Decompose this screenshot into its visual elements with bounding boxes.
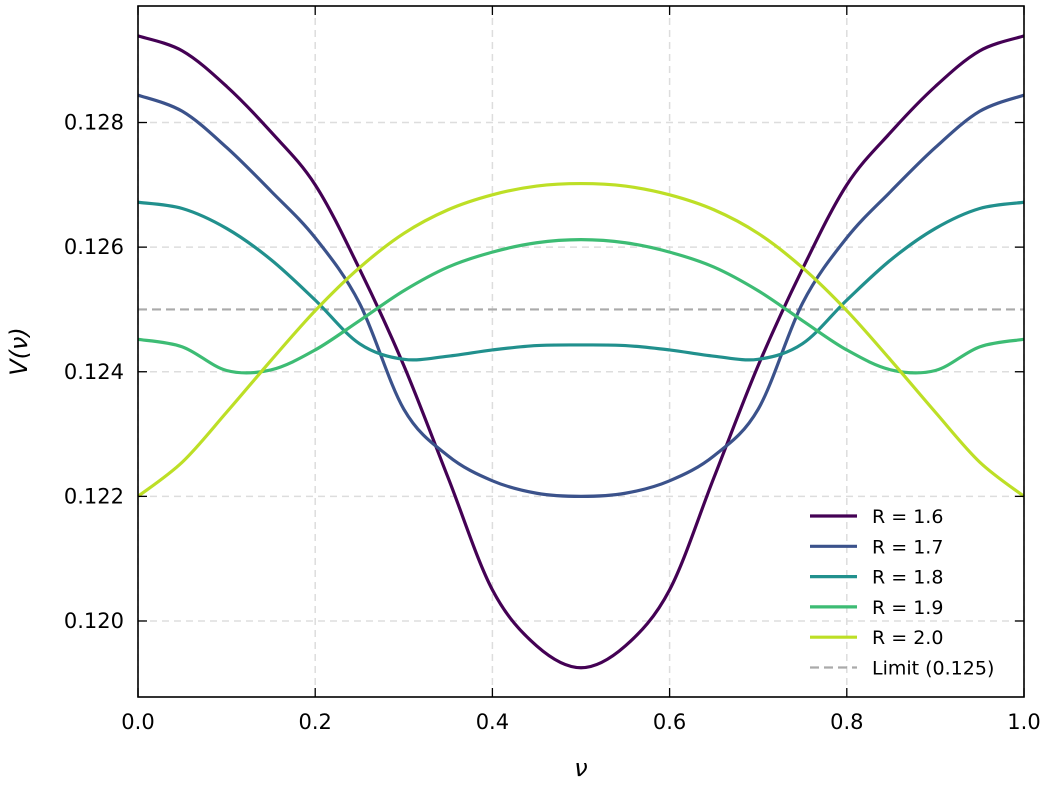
y-tick-label: 0.124 <box>64 360 124 384</box>
x-tick-label: 0.0 <box>121 710 154 734</box>
series-line-1 <box>137 34 1025 670</box>
legend-label: R = 1.7 <box>872 536 943 558</box>
series-line-3 <box>137 200 1025 362</box>
x-tick-label: 0.2 <box>298 710 331 734</box>
series-lines <box>137 34 1025 670</box>
axis-ticks <box>137 6 1025 697</box>
series-line-4 <box>137 238 1025 375</box>
x-tick-label: 0.6 <box>653 710 686 734</box>
y-axis-label: V(ν) <box>5 327 33 376</box>
grid-lines <box>137 6 1025 697</box>
series-line-5 <box>137 181 1025 498</box>
x-tick-label: 0.4 <box>476 710 509 734</box>
legend-label: R = 1.9 <box>872 597 943 619</box>
y-tick-label: 0.120 <box>64 609 124 633</box>
x-tick-label: 0.8 <box>830 710 863 734</box>
plot-area-frame <box>137 5 1025 698</box>
x-tick-labels: 0.0 0.2 0.4 0.6 0.8 1.0 <box>121 710 1040 734</box>
x-tick-label: 1.0 <box>1007 710 1040 734</box>
legend-label: R = 2.0 <box>872 627 943 649</box>
series-line-2 <box>137 93 1025 498</box>
x-axis-label: ν <box>574 754 587 782</box>
y-tick-label: 0.126 <box>64 235 124 259</box>
y-tick-labels: 0.120 0.122 0.124 0.126 0.128 <box>64 111 124 633</box>
y-tick-label: 0.128 <box>64 111 124 135</box>
y-tick-label: 0.122 <box>64 484 124 508</box>
legend: R = 1.6 R = 1.7 R = 1.8 R = 1.9 R = 2.0 Limit… <box>810 506 994 680</box>
legend-label: Limit (0.125) <box>872 658 994 680</box>
legend-label: R = 1.6 <box>872 506 943 528</box>
legend-label: R = 1.8 <box>872 567 943 589</box>
